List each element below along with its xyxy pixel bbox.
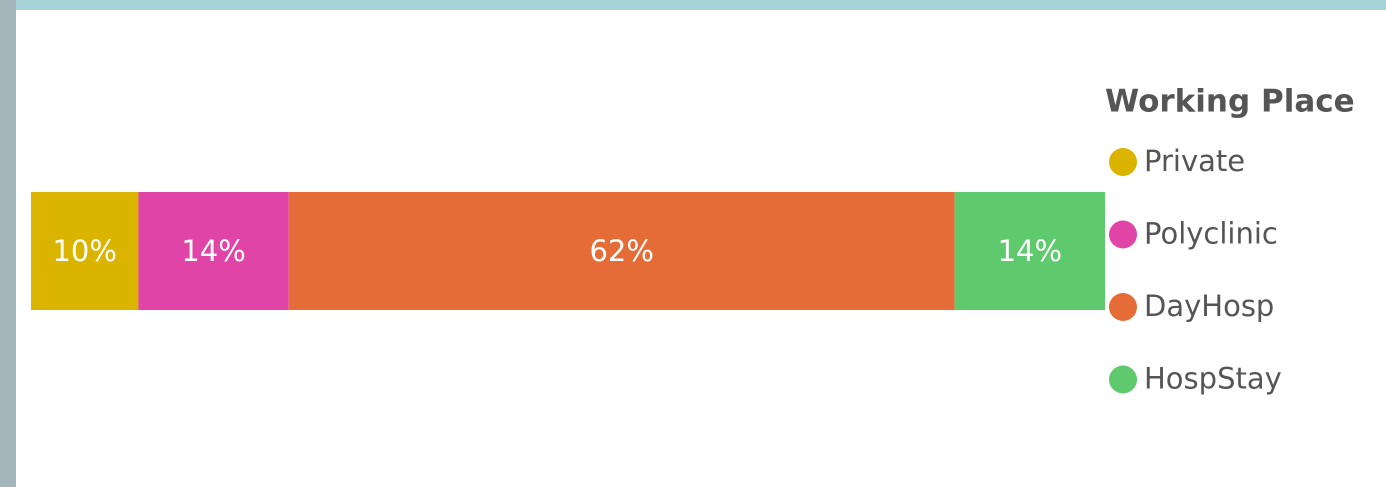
legend-swatch: [1109, 365, 1137, 394]
data-label: 10%: [52, 234, 116, 268]
data-label: 62%: [589, 234, 653, 268]
bar-segment: [954, 192, 1105, 310]
top-band: [0, 0, 1386, 10]
legend-label: Private: [1144, 144, 1245, 178]
left-strip: [0, 0, 16, 487]
legend-title: Working Place: [1105, 84, 1355, 120]
data-label: 14%: [998, 234, 1062, 268]
legend-swatch: [1109, 220, 1137, 249]
legend-swatch: [1109, 148, 1137, 176]
bar-segment: [288, 192, 955, 310]
bar-segment: [138, 192, 289, 310]
legend-label: HospStay: [1144, 362, 1282, 396]
bar-segment: [31, 192, 139, 310]
legend-swatch: [1109, 293, 1137, 321]
legend-label: DayHosp: [1144, 289, 1274, 323]
data-label: 14%: [181, 234, 245, 268]
legend-label: Polyclinic: [1144, 217, 1278, 251]
